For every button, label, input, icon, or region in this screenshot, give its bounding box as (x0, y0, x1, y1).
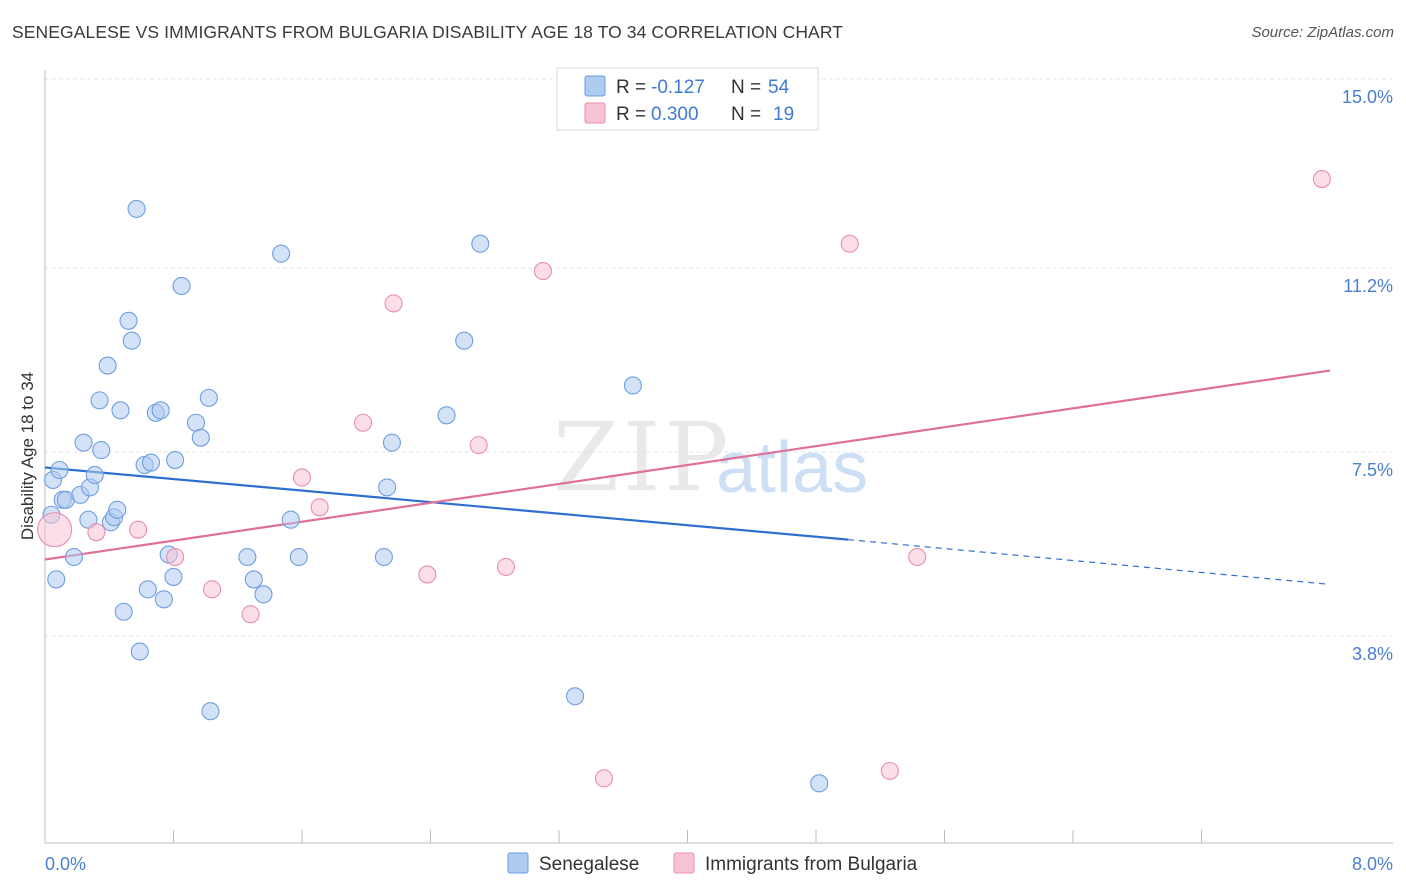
correlation-legend: R = -0.127 N = 54 R = 0.300 N = 19 (556, 67, 819, 131)
point-senegalese (138, 580, 157, 599)
legend-r-value-bulgaria: 0.300 (651, 104, 699, 125)
watermark-atlas: atlas (716, 428, 868, 508)
legend-swatch-senegalese-bottom (507, 852, 529, 874)
point-senegalese (47, 570, 66, 589)
y-tick-label: 3.8% (1352, 644, 1393, 664)
point-senegalese (374, 547, 393, 567)
point-bulgaria (241, 605, 260, 624)
point-bulgaria (908, 547, 927, 567)
legend-swatch-bulgaria-bottom (673, 852, 695, 874)
point-senegalese (90, 391, 109, 410)
point-senegalese (130, 642, 149, 661)
source-credit: Source: ZipAtlas.com (1251, 24, 1394, 41)
point-bulgaria (353, 413, 373, 432)
point-bulgaria (129, 520, 148, 539)
trend-line-bulgaria (44, 369, 1331, 561)
point-bulgaria (37, 512, 73, 548)
point-bulgaria (384, 294, 403, 313)
point-senegalese (141, 453, 161, 472)
point-senegalese (50, 460, 69, 480)
point-senegalese (151, 401, 170, 420)
point-senegalese (111, 401, 130, 420)
legend-n-label: N = (731, 104, 761, 125)
point-senegalese (455, 331, 474, 350)
point-senegalese (272, 244, 291, 263)
legend-label-senegalese: Senegalese (539, 854, 639, 875)
point-senegalese (191, 428, 210, 447)
legend-r-label: R = (616, 77, 646, 98)
point-bulgaria (594, 769, 614, 788)
x-tick-label: 8.0% (1352, 854, 1393, 874)
point-senegalese (437, 406, 456, 425)
point-bulgaria (880, 761, 899, 780)
point-senegalese (199, 388, 218, 407)
trend-lines (44, 369, 1331, 585)
point-senegalese (378, 478, 397, 497)
point-senegalese (85, 465, 104, 485)
point-senegalese (281, 510, 300, 529)
point-senegalese (289, 547, 308, 567)
point-senegalese (244, 570, 263, 589)
y-axis-tick-labels: 15.0% 11.2% 7.5% 3.8% (1342, 87, 1393, 664)
point-senegalese (172, 276, 191, 296)
x-axis-tick-labels: 0.0% 8.0% (45, 854, 1393, 874)
legend-n-value-senegalese: 54 (768, 77, 790, 98)
point-senegalese (623, 376, 642, 395)
point-bulgaria (203, 580, 222, 599)
point-bulgaria (292, 468, 312, 487)
chart-title: SENEGALESE VS IMMIGRANTS FROM BULGARIA D… (12, 22, 844, 42)
x-tick-label: 0.0% (45, 854, 86, 874)
point-senegalese (64, 547, 83, 567)
axes (44, 70, 1393, 844)
point-bulgaria (87, 523, 106, 542)
y-tick-label: 15.0% (1342, 87, 1393, 107)
point-senegalese (127, 199, 146, 218)
legend-swatch-bulgaria (584, 102, 606, 124)
series-legend: Senegalese Immigrants from Bulgaria (507, 852, 918, 875)
point-senegalese (108, 500, 127, 519)
point-senegalese (201, 702, 220, 721)
point-senegalese (238, 547, 257, 567)
point-senegalese (471, 234, 490, 253)
x-axis-ticks (44, 830, 1202, 843)
y-axis-label: Disability Age 18 to 34 (18, 372, 37, 540)
watermark-zip: ZIP (553, 403, 732, 513)
legend-label-bulgaria: Immigrants from Bulgaria (705, 854, 918, 875)
point-bulgaria (418, 565, 437, 584)
legend-r-value-senegalese: -0.127 (651, 77, 705, 98)
y-tick-label: 7.5% (1352, 460, 1393, 480)
point-bulgaria (310, 498, 329, 517)
point-senegalese (98, 356, 117, 375)
point-bulgaria (1312, 170, 1332, 189)
legend-r-label: R = (616, 104, 646, 125)
y-tick-label: 11.2% (1343, 276, 1393, 296)
point-senegalese (382, 433, 402, 452)
point-senegalese (164, 567, 183, 586)
point-bulgaria (533, 262, 552, 281)
point-senegalese (154, 590, 173, 609)
legend-n-label: N = (731, 77, 761, 98)
point-senegalese (166, 451, 185, 470)
legend-swatch-senegalese (584, 75, 606, 97)
point-bulgaria (166, 547, 185, 567)
legend-n-value-bulgaria: 19 (773, 104, 794, 125)
point-bulgaria (469, 436, 488, 455)
point-senegalese (122, 331, 141, 350)
point-senegalese (119, 311, 138, 330)
point-bulgaria (840, 234, 859, 253)
point-senegalese (74, 433, 93, 452)
point-senegalese (92, 441, 111, 460)
data-points (37, 170, 1332, 793)
point-bulgaria (496, 557, 516, 577)
trend-line-senegalese (44, 466, 849, 541)
point-senegalese (254, 585, 273, 604)
point-senegalese (810, 774, 829, 793)
point-senegalese (566, 687, 585, 706)
trend-line-extension-senegalese (848, 539, 1331, 585)
point-senegalese (114, 602, 133, 621)
